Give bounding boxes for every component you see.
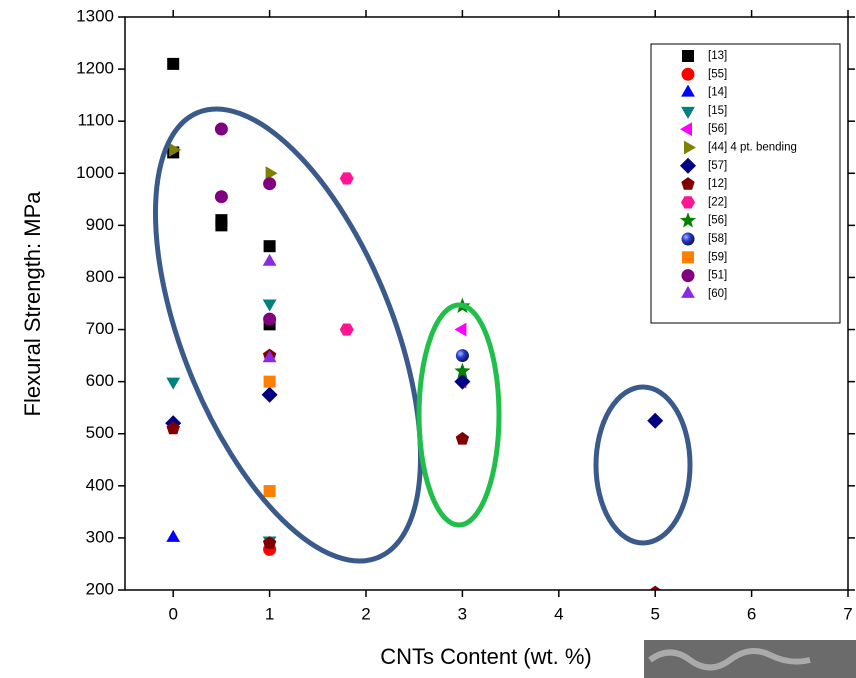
y-tick-label: 900 — [86, 215, 114, 234]
y-tick-label: 400 — [86, 475, 114, 494]
legend-label: [15] — [708, 105, 727, 117]
data-point — [454, 373, 471, 390]
x-tick-label: 3 — [458, 604, 467, 623]
legend: [13] [55] [14] [15] [56] [44] 4 pt. bending [5… — [679, 50, 797, 300]
y-tick-label: 1000 — [76, 163, 114, 182]
data-point — [167, 57, 180, 70]
x-tick-label: 7 — [843, 604, 852, 623]
legend-label: [14] — [708, 87, 727, 99]
legend-label: [58] — [708, 233, 727, 245]
data-point — [214, 122, 228, 136]
data-point — [263, 312, 277, 326]
x-tick-label: 0 — [168, 604, 177, 623]
legend-label: [12] — [708, 178, 727, 190]
annotation-ellipse — [593, 384, 693, 546]
legend-marker — [681, 67, 695, 81]
plot-area — [165, 57, 664, 590]
sem-image — [644, 640, 856, 678]
y-tick-label: 300 — [86, 527, 114, 546]
x-tick-label: 2 — [361, 604, 370, 623]
x-tick-label: 6 — [747, 604, 756, 623]
legend-label: [55] — [708, 68, 727, 80]
y-axis-title: Flexural Strength: MPa — [20, 191, 45, 417]
data-point — [215, 219, 228, 232]
y-tick-label: 800 — [86, 267, 114, 286]
y-tick-label: 200 — [86, 579, 114, 598]
legend-label: [22] — [708, 196, 727, 208]
data-point — [166, 421, 180, 435]
legend-marker — [681, 84, 695, 97]
legend-label: [13] — [708, 50, 727, 62]
y-tick-label: 1100 — [77, 111, 114, 130]
legend-label: [51] — [708, 270, 727, 282]
data-point — [261, 386, 278, 403]
points — [165, 57, 664, 590]
y-tick-label: 600 — [86, 371, 114, 390]
legend-box — [650, 43, 841, 324]
annotation-ellipse — [416, 302, 502, 528]
data-point — [263, 177, 277, 191]
legend-label: [44] 4 pt. bending — [708, 142, 797, 154]
y-tick-label: 700 — [86, 319, 114, 338]
data-point — [265, 166, 278, 181]
data-point — [454, 322, 467, 337]
y-tick-label: 1200 — [76, 59, 114, 78]
legend-marker — [681, 177, 695, 190]
legend-marker — [681, 269, 695, 283]
legend-label: [60] — [708, 288, 727, 300]
data-point — [262, 299, 277, 312]
legend-label: [56] — [708, 123, 727, 135]
legend-label: [57] — [708, 160, 727, 172]
data-point — [454, 362, 471, 379]
data-point — [166, 377, 181, 390]
data-point — [263, 485, 276, 498]
data-point — [647, 412, 664, 429]
data-point — [649, 585, 662, 590]
sem-texture — [648, 648, 811, 671]
data-point — [214, 190, 228, 204]
data-point — [262, 350, 277, 363]
y-tick-label: 1300 — [76, 6, 114, 25]
legend-marker — [681, 106, 695, 119]
data-point — [166, 529, 181, 542]
legend-marker — [682, 50, 694, 62]
legend-marker — [681, 232, 695, 246]
data-point — [169, 142, 182, 157]
legend-label: [59] — [708, 251, 727, 263]
data-point — [455, 349, 469, 363]
data-point — [263, 375, 276, 388]
annotation-ellipse — [152, 106, 424, 564]
legend-marker — [684, 140, 696, 155]
legend-marker — [679, 212, 697, 228]
legend-marker — [681, 196, 695, 209]
data-point — [262, 253, 277, 266]
x-tick-label: 4 — [554, 604, 563, 623]
data-point — [455, 431, 470, 445]
x-axis-title: CNTs Content (wt. %) — [380, 644, 592, 669]
legend-marker — [680, 122, 692, 137]
legend-marker — [682, 251, 694, 264]
data-point — [263, 240, 276, 253]
x-tick-label: 1 — [265, 604, 274, 623]
data-point — [339, 172, 354, 185]
y-tick-label: 500 — [86, 423, 114, 442]
plot-frame — [124, 16, 849, 591]
legend-label: [56] — [708, 215, 727, 227]
data-point — [339, 323, 354, 336]
legend-marker — [680, 157, 696, 174]
data-point — [262, 536, 277, 549]
legend-marker — [681, 285, 695, 298]
x-tick-label: 5 — [650, 604, 659, 623]
